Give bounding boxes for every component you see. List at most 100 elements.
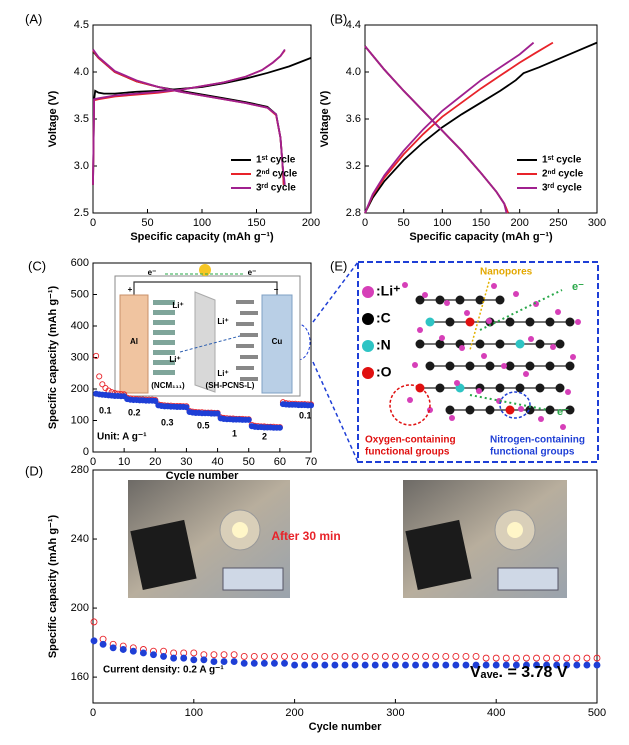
photo-badge xyxy=(497,567,559,591)
data-point xyxy=(180,654,188,662)
inset-label: Li⁺ xyxy=(169,355,180,364)
inset-label: e⁻ xyxy=(148,268,157,277)
photo-badge xyxy=(222,567,284,591)
y-tick-label: 3.6 xyxy=(346,113,361,125)
legend-label: 2ⁿᵈ cycle xyxy=(256,169,298,180)
carbon-layer xyxy=(236,366,254,370)
data-point xyxy=(351,661,359,669)
data-point xyxy=(200,656,208,664)
data-point xyxy=(230,651,238,659)
legend-label: 3ʳᵈ cycle xyxy=(256,183,296,194)
e-path xyxy=(469,394,549,411)
x-tick-label: 150 xyxy=(247,217,265,229)
data-point xyxy=(250,659,258,667)
x-tick-label: 400 xyxy=(487,707,505,719)
y-tick-label: 400 xyxy=(71,320,89,332)
y-axis-label: Specific capacity (mAh g⁻¹) xyxy=(47,285,59,429)
data-point xyxy=(412,661,420,669)
atom xyxy=(565,405,575,415)
data-point xyxy=(139,649,147,657)
wire xyxy=(133,281,278,296)
y-axis-label: Voltage (V) xyxy=(319,90,331,147)
li-ion xyxy=(459,345,465,351)
photo-glow xyxy=(232,522,248,538)
ncm-layer xyxy=(153,370,175,375)
series-line xyxy=(92,48,286,185)
atom xyxy=(425,317,435,327)
inset-label: − xyxy=(274,285,279,294)
carbon-layer xyxy=(240,333,258,337)
data-point xyxy=(512,661,520,669)
data-point xyxy=(593,661,601,669)
x-tick-label: 50 xyxy=(243,456,255,468)
panel-label: (A) xyxy=(25,11,42,26)
data-point xyxy=(381,652,389,660)
nitrogen-circle xyxy=(499,391,531,419)
ncm-layer xyxy=(153,330,175,335)
data-point xyxy=(99,640,107,648)
inset-label: (SH-PCNS-L) xyxy=(206,381,255,390)
data-point xyxy=(301,661,309,669)
atom xyxy=(505,361,515,371)
data-point xyxy=(462,652,470,660)
y-tick-label: 300 xyxy=(71,351,89,363)
atom xyxy=(465,317,475,327)
carbon-layer xyxy=(240,377,258,381)
li-ion xyxy=(560,424,566,430)
ncm-layer xyxy=(153,300,175,305)
data-point xyxy=(412,652,420,660)
atom xyxy=(525,361,535,371)
data-point xyxy=(472,652,480,660)
y-tick-label: 500 xyxy=(71,288,89,300)
data-point xyxy=(543,661,551,669)
legend-label: 2ⁿᵈ cycle xyxy=(542,169,584,180)
data-point xyxy=(230,658,238,666)
data-point xyxy=(533,654,540,662)
data-point xyxy=(482,654,490,662)
data-point xyxy=(432,661,440,669)
ncm-layer xyxy=(153,320,175,325)
li-ion xyxy=(533,301,539,307)
y-tick-label: 100 xyxy=(71,414,89,426)
atom xyxy=(535,339,545,349)
data-point xyxy=(99,381,106,388)
legend-label: :Li⁺ xyxy=(376,283,401,299)
atom xyxy=(465,361,475,371)
annotation: Vₐᵥₑ. = 3.78 V xyxy=(470,664,568,681)
annotation: 0.5 xyxy=(197,420,210,430)
li-ion xyxy=(422,292,428,298)
inset-label: Li⁺ xyxy=(172,301,183,310)
data-point xyxy=(573,654,581,662)
x-axis-label: Specific capacity (mAh g⁻¹) xyxy=(130,231,274,243)
data-point xyxy=(220,658,228,666)
bulb xyxy=(199,264,211,276)
data-point xyxy=(371,661,379,669)
photo-box xyxy=(405,519,472,590)
atom xyxy=(495,383,505,393)
atom xyxy=(455,295,465,305)
data-point xyxy=(432,652,440,660)
x-tick-label: 250 xyxy=(549,217,567,229)
annotation: 2 xyxy=(262,431,267,441)
carbon-layer xyxy=(240,355,258,359)
x-tick-label: 300 xyxy=(386,707,404,719)
data-point xyxy=(93,352,100,359)
y-tick-label: 240 xyxy=(71,533,89,545)
data-point xyxy=(452,661,460,669)
atom xyxy=(475,295,485,305)
data-point xyxy=(502,661,510,669)
carbon-layer xyxy=(240,311,258,315)
atom xyxy=(415,339,425,349)
y-axis-label: Specific capacity (mAh g⁻¹) xyxy=(47,514,59,658)
li-ion xyxy=(575,319,581,325)
atom xyxy=(465,405,475,415)
data-point xyxy=(331,652,339,660)
series-line xyxy=(92,57,312,185)
x-axis-label: Cycle number xyxy=(309,721,382,733)
x-tick-label: 50 xyxy=(398,217,410,229)
li-ion xyxy=(476,388,482,394)
li-ion xyxy=(555,309,561,315)
data-point xyxy=(391,652,399,660)
legend-atom xyxy=(362,340,374,352)
annotation: 0.1 xyxy=(299,410,312,420)
